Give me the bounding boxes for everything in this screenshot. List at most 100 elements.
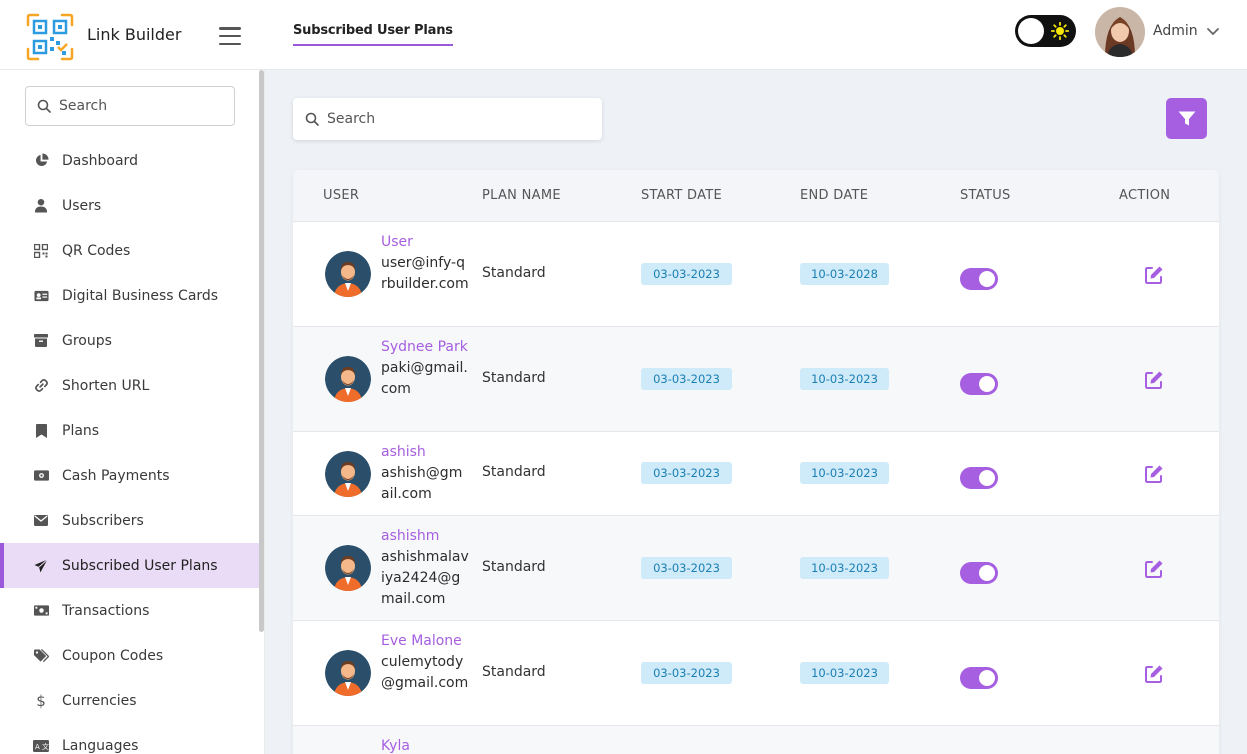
user-cell: Sydnee Park paki@gmail.com [381,337,469,400]
status-toggle[interactable] [960,667,998,689]
sidebar: Dashboard Users QR Codes Digital Busines… [0,70,265,754]
bookmark-icon [33,423,49,439]
menu-toggle-icon[interactable] [219,27,241,45]
id-card-icon [33,288,49,304]
admin-name[interactable]: Admin [1153,23,1198,39]
money-bill-icon [33,603,49,619]
sidebar-search[interactable] [25,86,235,126]
start-date-badge: 03-03-2023 [641,263,732,285]
table-row: User user@infy-qrbuilder.com Standard 03… [293,222,1219,327]
edit-icon[interactable] [1144,559,1164,579]
link-icon [33,378,49,394]
column-end-date[interactable]: END DATE [800,188,869,203]
user-email: paki@gmail.com [381,360,468,397]
user-name-link[interactable]: Eve Malone [381,633,462,649]
user-email: user@infy-qrbuilder.com [381,255,469,292]
sun-icon [1051,22,1069,40]
user-cell: ashish ashish@gmail.com [381,442,469,505]
filter-button[interactable] [1166,98,1207,139]
sidebar-item-cash-payments[interactable]: Cash Payments [0,453,259,498]
column-action: ACTION [1119,188,1171,203]
status-toggle[interactable] [960,562,998,584]
sidebar-item-plans[interactable]: Plans [0,408,259,453]
status-toggle[interactable] [960,467,998,489]
edit-icon[interactable] [1144,464,1164,484]
end-date-badge: 10-03-2028 [800,263,889,285]
end-date-badge: 10-03-2023 [800,557,889,579]
user-avatar [325,545,371,591]
paper-plane-icon [33,558,49,574]
plan-name: Standard [482,370,546,386]
user-name-link[interactable]: ashishm [381,528,440,544]
svg-text:A: A [35,743,40,751]
sidebar-item-users[interactable]: Users [0,183,259,228]
admin-avatar[interactable] [1095,7,1145,57]
money-icon [33,468,49,484]
user-cell: Kyla [381,736,469,754]
edit-icon[interactable] [1144,265,1164,285]
sidebar-item-coupon-codes[interactable]: Coupon Codes [0,633,259,678]
user-avatar [325,650,371,696]
sidebar-search-input[interactable] [59,98,229,114]
column-status[interactable]: STATUS [960,188,1011,203]
tags-icon [33,648,49,664]
plan-name: Standard [482,664,546,680]
user-name-link[interactable]: ashish [381,444,426,460]
user-name-link[interactable]: Sydnee Park [381,339,468,355]
column-start-date[interactable]: START DATE [641,188,723,203]
column-plan-name[interactable]: PLAN NAME [482,188,561,203]
table-search[interactable] [293,98,602,140]
plan-name: Standard [482,464,546,480]
user-avatar [325,251,371,297]
table-row: Sydnee Park paki@gmail.com Standard 03-0… [293,327,1219,432]
sidebar-item-transactions[interactable]: Transactions [0,588,259,633]
envelope-icon [33,513,49,529]
theme-toggle[interactable] [1015,15,1076,47]
sidebar-scrollbar[interactable] [259,70,264,632]
user-avatar [325,451,371,497]
sidebar-item-subscribed-user-plans[interactable]: Subscribed User Plans [0,543,259,588]
sidebar-item-groups[interactable]: Groups [0,318,259,363]
end-date-badge: 10-03-2023 [800,462,889,484]
sidebar-item-digital-business-cards[interactable]: Digital Business Cards [0,273,259,318]
sidebar-item-subscribers[interactable]: Subscribers [0,498,259,543]
table-row: Kyla [293,726,1219,754]
user-cell: ashishm ashishmalaviya2424@gmail.com [381,526,469,610]
table-row: ashish ashish@gmail.com Standard 03-03-2… [293,432,1219,516]
status-toggle[interactable] [960,268,998,290]
status-toggle[interactable] [960,373,998,395]
end-date-badge: 10-03-2023 [800,368,889,390]
column-user[interactable]: USER [323,188,360,203]
user-email: ashish@gmail.com [381,465,463,502]
filter-icon [1178,111,1195,125]
table-row: ashishm ashishmalaviya2424@gmail.com Sta… [293,516,1219,621]
sidebar-item-currencies[interactable]: $ Currencies [0,678,259,723]
table-header: USER PLAN NAME START DATE END DATE STATU… [293,170,1219,222]
plan-name: Standard [482,265,546,281]
chevron-down-icon[interactable] [1206,24,1220,38]
brand-name: Link Builder [87,25,182,44]
edit-icon[interactable] [1144,370,1164,390]
user-cell: User user@infy-qrbuilder.com [381,232,469,295]
search-icon [305,112,319,126]
table-search-input[interactable] [327,111,587,127]
sidebar-item-qr-codes[interactable]: QR Codes [0,228,259,273]
subscribed-plans-table: USER PLAN NAME START DATE END DATE STATU… [293,170,1219,754]
dollar-icon: $ [36,691,46,710]
user-name-link[interactable]: User [381,234,413,250]
top-header: Link Builder Subscribed User Plans Admin [0,0,1247,70]
qr-logo-icon[interactable] [24,11,76,63]
search-icon [37,99,51,113]
start-date-badge: 03-03-2023 [641,368,732,390]
sidebar-item-dashboard[interactable]: Dashboard [0,138,259,183]
edit-icon[interactable] [1144,664,1164,684]
start-date-badge: 03-03-2023 [641,557,732,579]
toggle-knob [1018,18,1044,44]
tab-subscribed-user-plans[interactable]: Subscribed User Plans [293,23,453,46]
sidebar-item-shorten-url[interactable]: Shorten URL [0,363,259,408]
user-name-link[interactable]: Kyla [381,738,410,754]
qrcode-icon [33,243,49,259]
archive-box-icon [33,333,49,349]
